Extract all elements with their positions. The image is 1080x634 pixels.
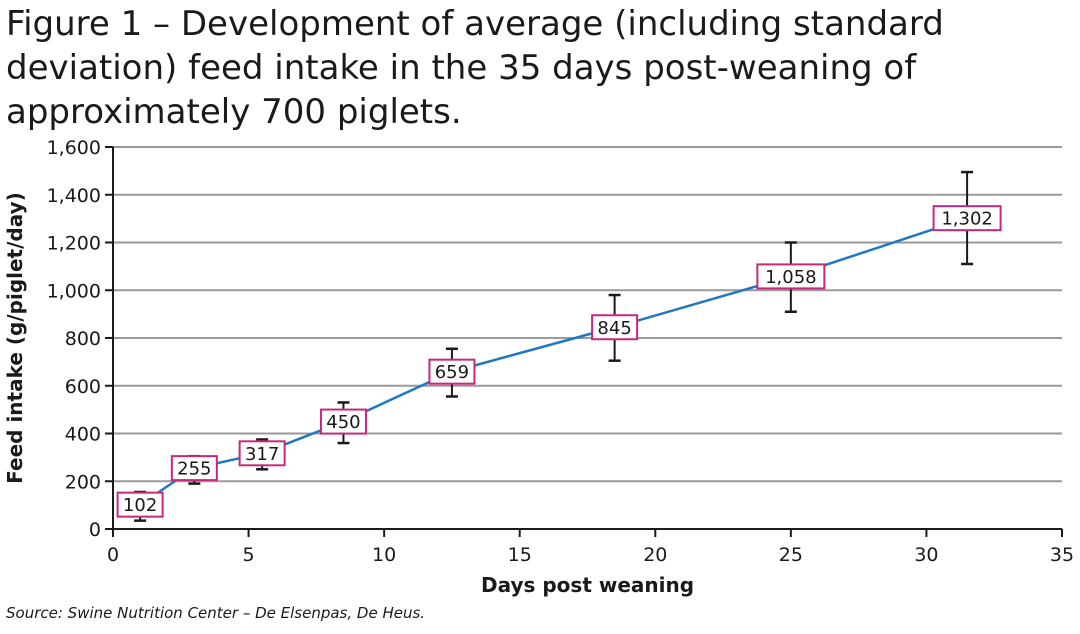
data-label-text-4: 659 — [435, 362, 469, 383]
y-tick-label-600: 600 — [65, 376, 101, 398]
data-label-0: 102 — [116, 491, 164, 518]
x-tick-label-25: 25 — [779, 544, 803, 566]
y-tick-labels: 0 200 400 600 800 1,000 1,200 1,400 1,600 — [47, 137, 101, 541]
y-tick-label-0: 0 — [89, 519, 101, 541]
title-line-1: Figure 1 – Development of average (inclu… — [6, 4, 944, 44]
data-label-6: 1,058 — [756, 263, 826, 290]
data-label-text-0: 102 — [123, 495, 157, 516]
data-label-text-3: 450 — [326, 412, 360, 433]
x-tick-labels: 0 5 10 15 20 25 30 35 — [107, 544, 1074, 566]
data-label-box-6 — [756, 263, 826, 290]
y-tick-label-1600: 1,600 — [47, 137, 101, 159]
y-tick-label-200: 200 — [65, 471, 101, 493]
data-label-box-2 — [238, 440, 286, 467]
data-label-1: 255 — [170, 455, 218, 482]
source-note: Source: Swine Nutrition Center – De Else… — [6, 604, 426, 622]
x-tick-label-0: 0 — [107, 544, 119, 566]
data-label-4: 659 — [428, 358, 476, 385]
data-label-2: 317 — [238, 440, 286, 467]
data-label-text-5: 845 — [597, 318, 631, 339]
y-axis-title: Feed intake (g/piglet/day) — [3, 192, 27, 484]
x-tick-label-10: 10 — [372, 544, 396, 566]
data-label-text-2: 317 — [245, 444, 279, 465]
data-label-text-7: 1,302 — [941, 209, 993, 230]
x-tick-label-5: 5 — [243, 544, 255, 566]
y-tick-label-1200: 1,200 — [47, 233, 101, 255]
data-label-box-3 — [319, 408, 367, 435]
grid-lines — [113, 146, 1062, 483]
data-label-3: 450 — [319, 408, 367, 435]
y-tick-label-800: 800 — [65, 328, 101, 350]
data-label-box-7 — [932, 205, 1002, 232]
data-label-7: 1,302 — [932, 205, 1002, 232]
data-label-5: 845 — [591, 314, 639, 341]
data-label-text-6: 1,058 — [765, 267, 817, 288]
error-bars — [134, 170, 974, 522]
axes — [105, 146, 1063, 537]
data-label-box-5 — [591, 314, 639, 341]
chart-title: Figure 1 – Development of average (inclu… — [6, 2, 1066, 134]
data-label-text-1: 255 — [177, 459, 211, 480]
data-label-box-1 — [170, 455, 218, 482]
data-label-box-4 — [428, 358, 476, 385]
y-tick-label-400: 400 — [65, 424, 101, 446]
x-tick-label-35: 35 — [1050, 544, 1074, 566]
title-line-2: deviation) feed intake in the 35 days po… — [6, 48, 917, 88]
x-tick-label-15: 15 — [508, 544, 532, 566]
y-tick-label-1000: 1,000 — [47, 280, 101, 302]
x-tick-label-30: 30 — [914, 544, 938, 566]
y-tick-label-1400: 1,400 — [47, 185, 101, 207]
x-tick-label-20: 20 — [643, 544, 667, 566]
title-line-3: approximately 700 piglets. — [6, 92, 462, 132]
data-label-box-0 — [116, 491, 164, 518]
x-axis-title: Days post weaning — [481, 573, 694, 597]
data-labels: 102 255 317 450 659 845 1,058 1,302 — [116, 205, 1002, 518]
feed-intake-chart: 0 200 400 600 800 1,000 1,200 1,400 1,600 0 5 10 15… — [3, 137, 1074, 597]
